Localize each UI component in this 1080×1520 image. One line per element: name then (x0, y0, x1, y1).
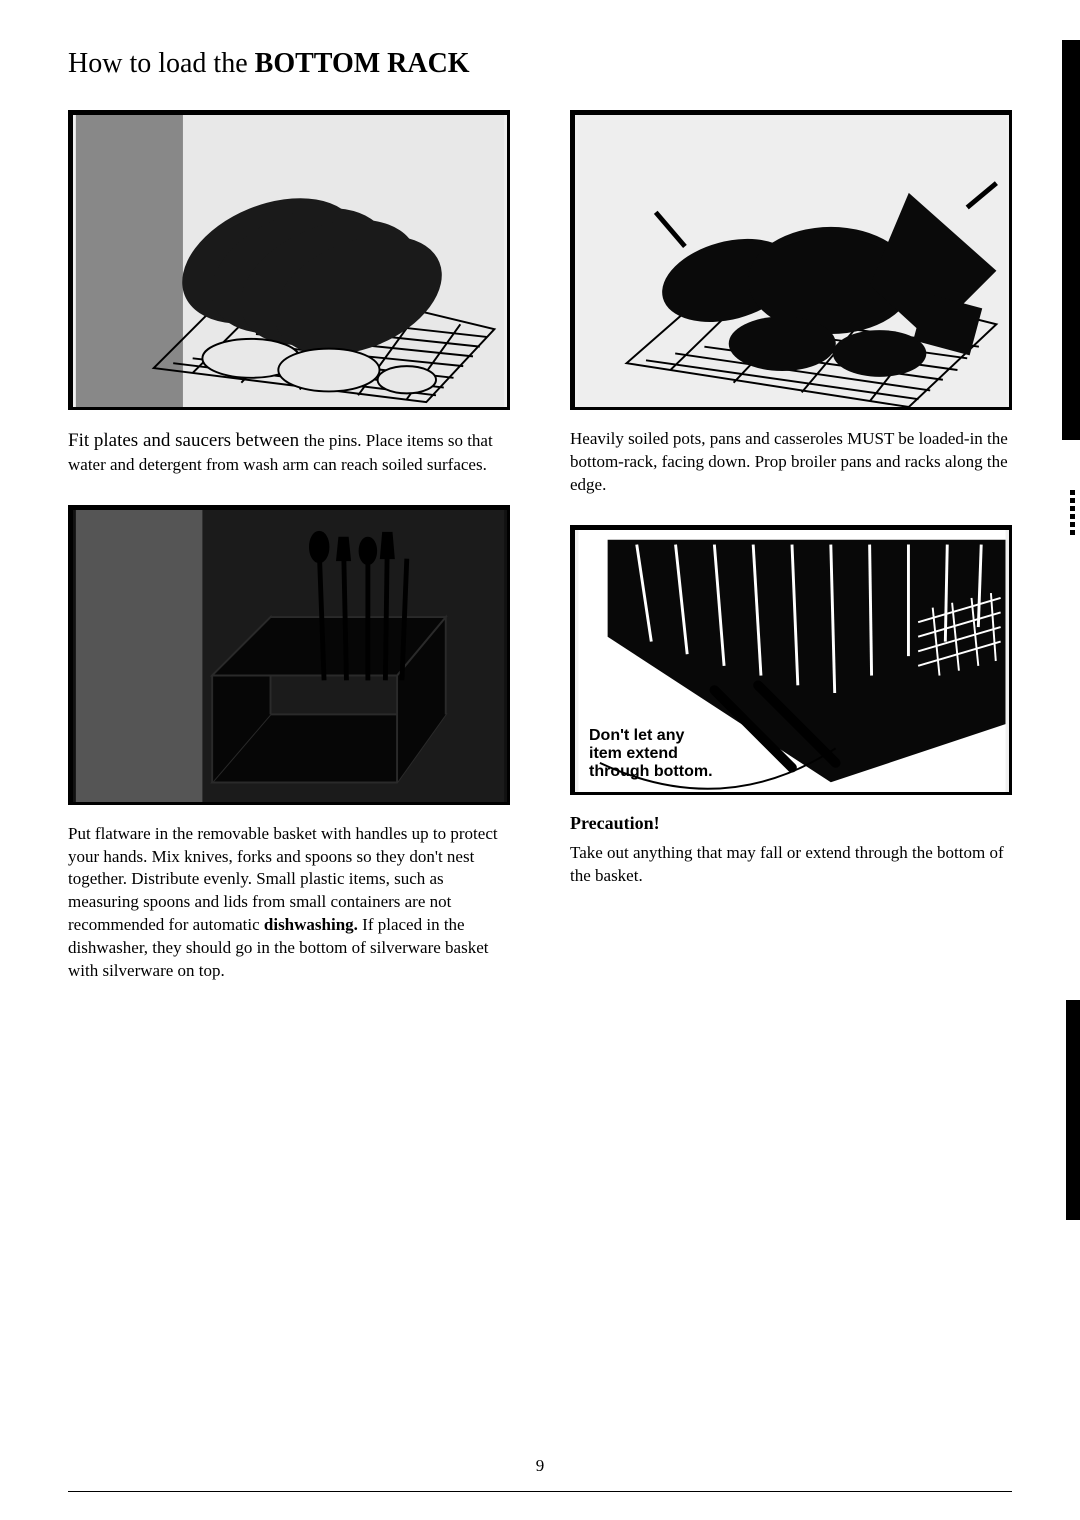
caption-pots: Heavily soiled pots, pans and casseroles… (570, 428, 1012, 497)
title-bold: BOTTOM RACK (255, 48, 470, 79)
plates-rack-illustration (73, 115, 507, 407)
scan-artifact-bar (1062, 40, 1080, 440)
manual-page: How to load the BOTTOM RACK (0, 0, 1080, 1520)
figure-basket-bottom: Don't let any item extend through bottom… (570, 525, 1012, 795)
left-column: Fit plates and saucers between the pins.… (68, 110, 510, 1011)
right-column: Heavily soiled pots, pans and casseroles… (570, 110, 1012, 1011)
caption-plates: Fit plates and saucers between the pins.… (68, 428, 510, 477)
footer-rule (68, 1491, 1012, 1492)
figure-callout-label: Don't let any item extend through bottom… (589, 727, 713, 782)
flatware-basket-illustration (73, 510, 507, 802)
two-column-layout: Fit plates and saucers between the pins.… (68, 110, 1012, 1011)
figure-flatware-basket (68, 505, 510, 805)
pots-rack-illustration (575, 115, 1009, 407)
page-title: How to load the BOTTOM RACK (68, 48, 1012, 80)
page-number: 9 (536, 1456, 545, 1476)
precaution-heading: Precaution! (570, 813, 1012, 834)
figure-pots-rack (570, 110, 1012, 410)
scan-artifact-bar (1066, 1000, 1080, 1220)
caption-flatware: Put flatware in the removable basket wit… (68, 823, 510, 984)
figure-plates-rack (68, 110, 510, 410)
caption-precaution: Take out anything that may fall or exten… (570, 842, 1012, 888)
caption-bold: dishwashing. (264, 915, 358, 934)
scan-artifact-dots (1070, 490, 1080, 550)
title-prefix: How to load the (68, 48, 255, 79)
caption-lead: Fit plates and saucers between (68, 430, 304, 451)
